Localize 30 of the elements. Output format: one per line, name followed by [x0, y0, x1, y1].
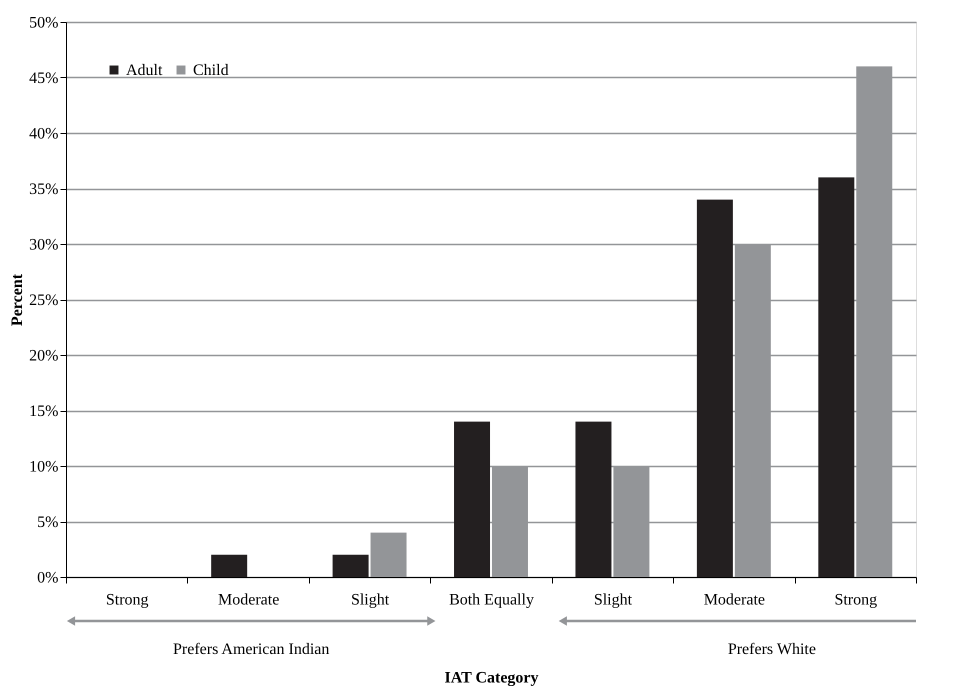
- x-tick-label: Strong: [106, 592, 149, 608]
- y-tick-label: 45%: [29, 70, 58, 87]
- x-tick-label: Both Equally: [449, 592, 534, 608]
- y-tick-label: 20%: [29, 348, 58, 364]
- text: Prefers White: [728, 641, 816, 658]
- y-tick-label: 10%: [29, 458, 58, 476]
- y-tick-label: 25%: [29, 292, 58, 309]
- legend-label: Adult: [126, 62, 163, 79]
- bar: [332, 554, 369, 577]
- bar: [575, 422, 612, 577]
- y-tick-label: 50%: [29, 14, 58, 32]
- legend-label: Child: [193, 62, 229, 79]
- y-tick-label: 35%: [29, 181, 58, 198]
- x-tick-label: Slight: [594, 592, 633, 608]
- bar: [454, 422, 490, 577]
- y-tick-label: 5%: [37, 514, 58, 531]
- text: Prefers American Indian: [172, 641, 330, 658]
- y-tick-label: 40%: [29, 126, 58, 142]
- y-axis-title: Percent: [9, 273, 26, 326]
- bar: [696, 200, 733, 577]
- bar: [818, 177, 854, 577]
- y-tick-label: 0%: [37, 570, 58, 586]
- y-tick-label: 30%: [29, 236, 58, 254]
- x-tick-label: Slight: [350, 592, 390, 608]
- bar: [211, 554, 248, 577]
- y-tick-label: 15%: [29, 403, 58, 420]
- x-tick-label: Moderate: [218, 592, 280, 608]
- x-tick-label: Moderate: [704, 592, 766, 608]
- x-axis-title: IAT Category: [444, 670, 539, 686]
- x-tick-label: Strong: [834, 592, 878, 608]
